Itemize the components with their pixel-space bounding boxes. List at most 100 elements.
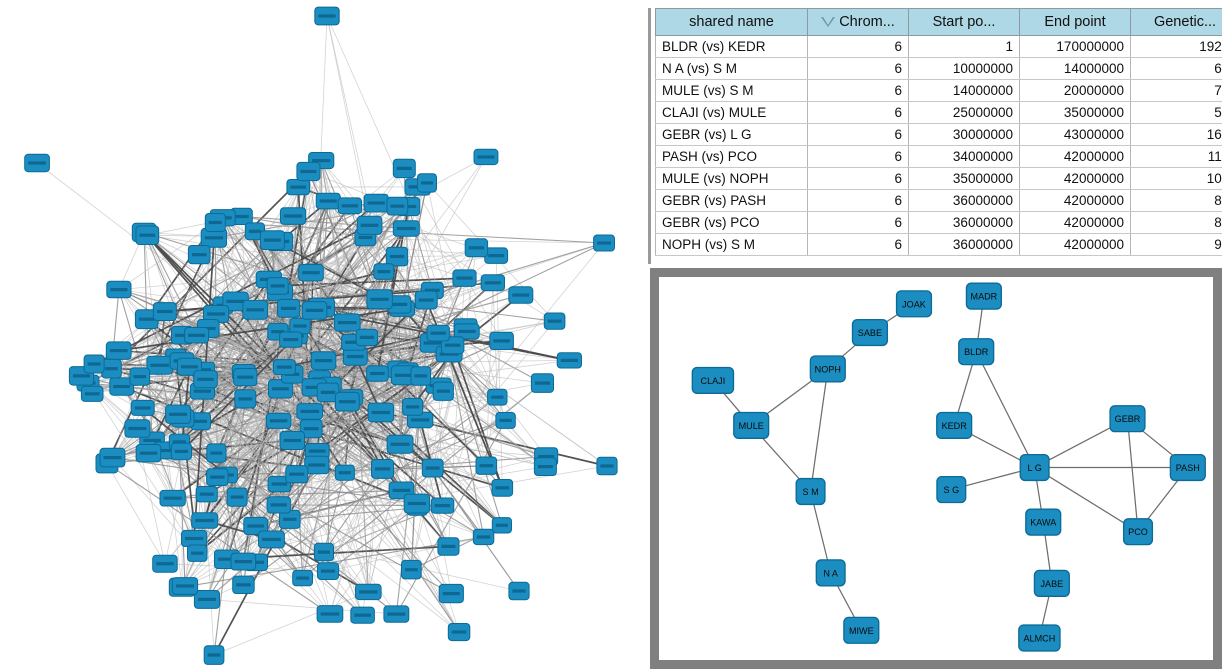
subnetwork-edge[interactable] (809, 368, 829, 492)
cell-genetic[interactable]: 7.5 (1130, 79, 1222, 102)
network-node[interactable] (204, 213, 226, 232)
network-node[interactable] (356, 215, 383, 235)
cell-shared_name[interactable]: GEBR (vs) PCO (655, 211, 808, 234)
network-node[interactable] (473, 148, 499, 166)
cell-start_point[interactable]: 25000000 (908, 101, 1020, 124)
network-node[interactable] (195, 486, 218, 503)
column-header-end_point[interactable]: End point (1019, 8, 1131, 36)
node-shape[interactable] (895, 290, 933, 318)
network-node[interactable] (596, 456, 618, 476)
network-node[interactable] (266, 277, 289, 295)
network-node[interactable] (301, 301, 328, 320)
network-node[interactable] (313, 542, 334, 562)
subnetwork-node[interactable]: PASH (1169, 453, 1206, 482)
network-node[interactable] (135, 444, 162, 463)
network-node[interactable] (279, 207, 307, 225)
network-node[interactable] (414, 290, 438, 310)
network-node[interactable] (315, 192, 341, 210)
network-node[interactable] (243, 516, 269, 536)
cell-chromosome[interactable]: 6 (807, 189, 909, 212)
network-node[interactable] (152, 554, 178, 573)
subnetwork-node[interactable]: JOAK (895, 290, 933, 318)
network-node[interactable] (266, 496, 291, 514)
cell-end_point[interactable]: 42000000 (1019, 167, 1131, 190)
cell-genetic[interactable]: 6.6 (1130, 57, 1222, 80)
network-node[interactable] (234, 389, 257, 409)
cell-end_point[interactable]: 35000000 (1019, 101, 1131, 124)
cell-start_point[interactable]: 1 (908, 35, 1020, 58)
network-node[interactable] (333, 313, 361, 332)
network-node[interactable] (289, 317, 311, 335)
subnetwork-node[interactable]: JABE (1033, 569, 1070, 597)
subnetwork-node[interactable]: MULE (733, 411, 770, 440)
network-node[interactable] (171, 577, 199, 595)
cell-shared_name[interactable]: GEBR (vs) PASH (655, 189, 808, 212)
cell-genetic[interactable]: 16.9 (1130, 123, 1222, 146)
network-node[interactable] (206, 468, 229, 486)
cell-end_point[interactable]: 43000000 (1019, 123, 1131, 146)
subnetwork-edge[interactable] (1126, 418, 1139, 532)
network-node[interactable] (159, 489, 186, 507)
network-node[interactable] (286, 179, 311, 196)
subnetwork-panel[interactable]: CLAJI MULE NOPH SABE JOAK S M N A MIWE MADR BLDR K… (650, 268, 1222, 669)
network-node[interactable] (366, 365, 389, 382)
subnetwork-node[interactable]: S M (795, 477, 826, 506)
network-node[interactable] (277, 298, 301, 318)
network-node[interactable] (410, 366, 432, 386)
cell-shared_name[interactable]: N A (vs) S M (655, 57, 808, 80)
network-node[interactable] (232, 575, 255, 594)
network-node[interactable] (101, 358, 122, 379)
cell-chromosome[interactable]: 6 (807, 101, 909, 124)
node-shape[interactable] (936, 475, 967, 504)
node-shape[interactable] (851, 318, 889, 347)
network-node[interactable] (152, 302, 177, 322)
node-shape[interactable] (795, 477, 826, 506)
network-node[interactable] (193, 370, 218, 389)
cell-chromosome[interactable]: 6 (807, 167, 909, 190)
network-node[interactable] (373, 263, 395, 280)
network-node[interactable] (298, 264, 324, 282)
network-node[interactable] (508, 286, 534, 304)
column-header-shared_name[interactable]: shared name (655, 8, 808, 36)
network-node[interactable] (543, 312, 566, 330)
node-shape[interactable] (843, 616, 880, 644)
table-header-row[interactable]: shared name Chrom... Start po... End point G… (655, 8, 1222, 36)
node-shape[interactable] (815, 559, 846, 587)
network-node[interactable] (363, 193, 389, 213)
cell-genetic[interactable]: 192.0 (1130, 35, 1222, 58)
network-node[interactable] (392, 220, 420, 237)
subnetwork-edge[interactable] (1034, 467, 1139, 533)
network-node[interactable] (350, 606, 375, 624)
cell-genetic[interactable]: 11.4 (1130, 145, 1222, 168)
node-shape[interactable] (965, 282, 1002, 310)
subnetwork-node[interactable]: S G (936, 475, 967, 504)
cell-end_point[interactable]: 42000000 (1019, 189, 1131, 212)
subnetwork-node[interactable]: KAWA (1025, 508, 1062, 536)
cell-chromosome[interactable]: 6 (807, 35, 909, 58)
network-node[interactable] (491, 479, 514, 497)
cell-end_point[interactable]: 170000000 (1019, 35, 1131, 58)
subnetwork-node[interactable]: ALMCH (1018, 624, 1061, 652)
cell-genetic[interactable]: 10.5 (1130, 167, 1222, 190)
network-node[interactable] (484, 247, 509, 264)
subnetwork-nodes[interactable]: CLAJI MULE NOPH SABE JOAK S M N A MIWE MADR BLDR K… (691, 282, 1206, 652)
network-node[interactable] (426, 324, 450, 342)
network-node[interactable] (193, 590, 220, 609)
network-node[interactable] (421, 458, 444, 478)
cell-shared_name[interactable]: MULE (vs) NOPH (655, 167, 808, 190)
network-node[interactable] (267, 475, 292, 493)
network-node[interactable] (367, 402, 395, 423)
subnetwork-node[interactable]: SABE (851, 318, 889, 347)
network-node[interactable] (453, 323, 480, 340)
network-node[interactable] (304, 455, 330, 475)
network-node[interactable] (83, 354, 105, 374)
subnetwork-node[interactable]: PCO (1122, 518, 1154, 546)
network-node[interactable] (184, 327, 210, 344)
